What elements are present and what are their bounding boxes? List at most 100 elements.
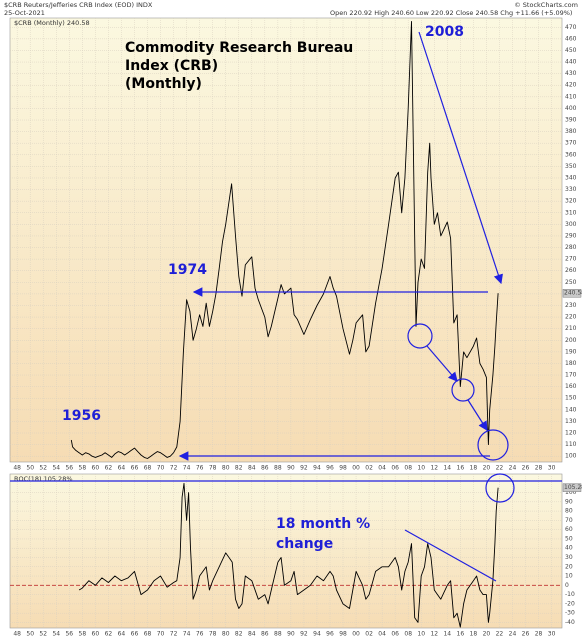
- x-tick-label: 86: [261, 465, 269, 472]
- y-tick-label: 370: [565, 140, 577, 147]
- y-tick-label: 460: [565, 35, 577, 42]
- x-tick-label: 28: [535, 465, 543, 472]
- x-tick-label: 50: [26, 465, 34, 472]
- credit: © StockCharts.com: [514, 1, 578, 9]
- annotation: Index (CRB): [125, 58, 218, 74]
- y-tick-label: 310: [565, 209, 577, 216]
- y-tick-label: 50: [565, 535, 573, 542]
- y-tick-label: -10: [565, 591, 575, 598]
- circle: [451, 378, 475, 402]
- x-tick-label: 08: [404, 465, 412, 472]
- y-tick-label: 400: [565, 105, 577, 112]
- x-tick-label: 00: [352, 631, 360, 638]
- x-tick-label: 28: [535, 631, 543, 638]
- x-tick-label: 52: [39, 631, 47, 638]
- x-tick-label: 12: [430, 465, 438, 472]
- x-tick-label: 72: [170, 631, 178, 638]
- y-tick-label: 60: [565, 526, 573, 533]
- series-line: [70, 21, 499, 459]
- y-tick-label: 160: [565, 383, 577, 390]
- x-tick-label: 14: [443, 631, 451, 638]
- annotation: 2008: [425, 24, 464, 40]
- x-tick-label: 84: [248, 631, 256, 638]
- y-tick-label: 330: [565, 186, 577, 193]
- x-tick-label: 58: [79, 631, 87, 638]
- x-tick-label: 52: [39, 465, 47, 472]
- y-tick-label: 100: [565, 489, 577, 496]
- x-tick-label: 62: [105, 465, 113, 472]
- x-tick-label: 54: [52, 465, 60, 472]
- x-tick-label: 56: [65, 631, 73, 638]
- y-tick-label: 340: [565, 174, 577, 181]
- arrow: [426, 345, 458, 382]
- x-tick-label: 16: [457, 465, 465, 472]
- y-tick-label: 440: [565, 59, 577, 66]
- x-tick-label: 06: [391, 465, 399, 472]
- arrow: [467, 399, 488, 432]
- x-tick-label: 92: [300, 631, 308, 638]
- roc-panel: [9, 473, 563, 629]
- y-tick-label: 360: [565, 151, 577, 158]
- trend-line: [404, 529, 497, 582]
- series-line: [78, 482, 499, 628]
- x-tick-label: 10: [417, 465, 425, 472]
- x-tick-label: 68: [144, 465, 152, 472]
- y-tick-label: 350: [565, 163, 577, 170]
- last-value-tag: [562, 483, 582, 492]
- y-tick-label: 140: [565, 406, 577, 413]
- x-tick-label: 82: [235, 631, 243, 638]
- annotation: 18 month %: [276, 516, 370, 532]
- x-tick-label: 88: [274, 631, 282, 638]
- y-tick-label: 290: [565, 232, 577, 239]
- y-tick-label: 380: [565, 128, 577, 135]
- x-tick-label: 18: [470, 465, 478, 472]
- x-tick-label: 24: [509, 631, 517, 638]
- x-tick-label: 76: [196, 465, 204, 472]
- legend: $CRB (Monthly) 240.58: [14, 19, 90, 27]
- y-tick-label: 0: [565, 582, 569, 589]
- x-tick-label: 98: [339, 631, 347, 638]
- plot: 1001101201301401501601701801902002102202…: [10, 18, 577, 638]
- arrow: [418, 31, 503, 285]
- x-tick-label: 72: [170, 465, 178, 472]
- x-tick-label: 30: [548, 465, 556, 472]
- circle: [485, 473, 515, 503]
- y-tick-label: 100: [565, 453, 577, 460]
- x-tick-label: 74: [183, 631, 191, 638]
- y-tick-label: 20: [565, 563, 573, 570]
- y-tick-label: 30: [565, 554, 573, 561]
- annotation: Commodity Research Bureau: [125, 40, 353, 56]
- y-tick-label: 90: [565, 498, 573, 505]
- y-tick-label: 450: [565, 47, 577, 54]
- x-tick-label: 24: [509, 465, 517, 472]
- x-tick-label: 68: [144, 631, 152, 638]
- circle: [407, 323, 433, 349]
- x-tick-label: 66: [131, 465, 139, 472]
- y-tick-label: 300: [565, 221, 577, 228]
- x-tick-label: 56: [65, 465, 73, 472]
- y-tick-label: 270: [565, 256, 577, 263]
- y-tick-label: 280: [565, 244, 577, 251]
- x-tick-label: 02: [365, 631, 373, 638]
- y-tick-label: 150: [565, 395, 577, 402]
- x-tick-label: 96: [326, 465, 334, 472]
- circle: [477, 429, 509, 461]
- x-tick-label: 94: [313, 465, 321, 472]
- x-tick-label: 20: [483, 465, 491, 472]
- x-tick-label: 80: [222, 465, 230, 472]
- x-tick-label: 90: [287, 631, 295, 638]
- symbol: $CRB Reuters/Jefferies CRB Index (EOD) I…: [4, 1, 153, 9]
- x-tick-label: 80: [222, 631, 230, 638]
- x-tick-label: 08: [404, 631, 412, 638]
- x-tick-label: 60: [92, 465, 100, 472]
- y-tick-label: 190: [565, 348, 577, 355]
- y-tick-label: 130: [565, 418, 577, 425]
- y-tick-label: 410: [565, 93, 577, 100]
- y-tick-label: -30: [565, 610, 575, 617]
- x-tick-label: 74: [183, 465, 191, 472]
- y-tick-label: -20: [565, 600, 575, 607]
- annotation: change: [276, 536, 333, 552]
- x-tick-label: 62: [105, 631, 113, 638]
- y-tick-label: 220: [565, 314, 577, 321]
